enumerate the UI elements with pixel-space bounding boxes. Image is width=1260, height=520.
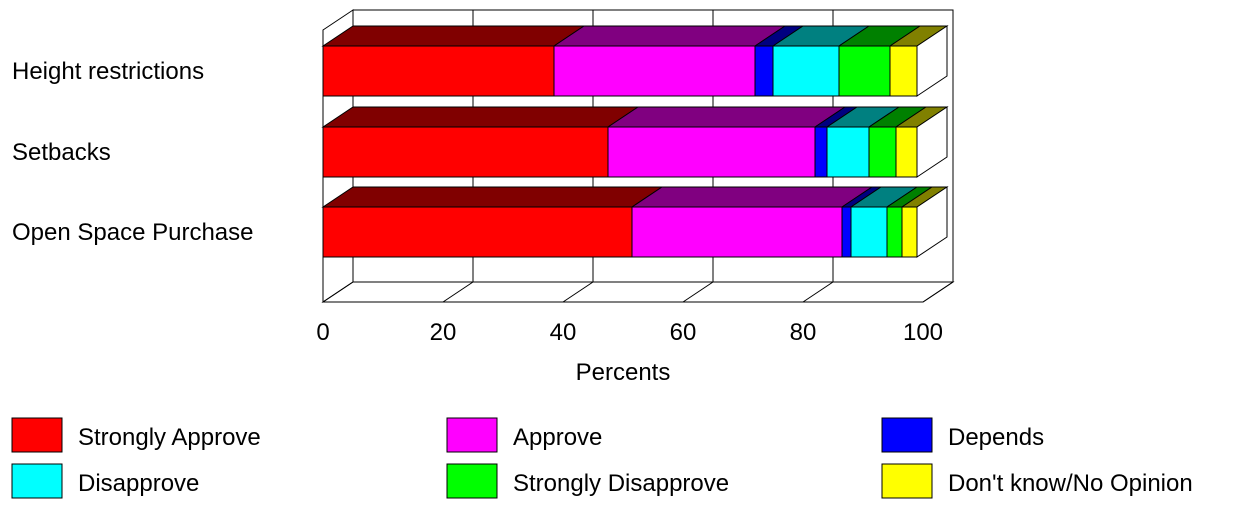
floor-gridline: [442, 281, 474, 303]
legend-label: Strongly Disapprove: [513, 470, 729, 497]
bar-segment: [607, 126, 816, 178]
floor: [321, 281, 955, 303]
bar-segment: [631, 206, 843, 258]
legend-swatch: [446, 417, 498, 453]
bar-segment-top: [321, 25, 586, 47]
legend-swatch: [11, 417, 63, 453]
bar-end-face: [916, 25, 948, 97]
legend-label: Depends: [948, 424, 1044, 451]
legend-item: Approve: [446, 417, 602, 453]
legend-item: Strongly Approve: [11, 417, 261, 453]
legend-item: Depends: [881, 417, 1044, 453]
legend-item: Don't know/No Opinion: [881, 463, 1193, 499]
floor-gridline: [682, 281, 714, 303]
bar-segment: [841, 206, 852, 258]
x-tick-label: 100: [903, 319, 943, 346]
bar-segment: [322, 45, 555, 97]
legend-item: Strongly Disapprove: [446, 463, 729, 499]
x-tick-label: 80: [790, 319, 817, 346]
bar-segment: [838, 45, 891, 97]
legend-swatch: [446, 463, 498, 499]
bar-segment: [895, 126, 918, 178]
floor-gridline: [562, 281, 594, 303]
x-axis-title: Percents: [576, 359, 671, 386]
bar-group: [321, 106, 949, 178]
x-tick-label: 60: [670, 319, 697, 346]
bar-group: [321, 25, 949, 97]
bar-segment: [850, 206, 888, 258]
x-tick-label: 0: [316, 319, 329, 346]
bar-segment: [322, 206, 633, 258]
legend: Strongly Approve Approve Depends Disapprove…: [11, 417, 1193, 499]
legend-label: Strongly Approve: [78, 424, 261, 451]
category-label: Open Space Purchase: [12, 219, 254, 246]
bar-segment: [772, 45, 840, 97]
category-labels: Height restrictions Setbacks Open Space Pu…: [12, 58, 254, 246]
bar-segment-top: [321, 106, 640, 128]
legend-label: Approve: [513, 424, 602, 451]
legend-swatch: [881, 417, 933, 453]
bar-segment-top: [606, 106, 847, 128]
bar-segment: [889, 45, 918, 97]
floor-gridline: [802, 281, 834, 303]
bar-end-face: [916, 186, 948, 258]
bar-segment: [814, 126, 828, 178]
x-axis: 0 20 40 60 80 100: [316, 319, 943, 346]
bar-segment: [826, 126, 870, 178]
x-tick-label: 40: [550, 319, 577, 346]
bar-segment-top: [630, 186, 874, 208]
bar-group: [321, 186, 949, 258]
legend-item: Disapprove: [11, 463, 199, 499]
bar-segment-top: [321, 186, 664, 208]
bar-segment: [886, 206, 903, 258]
legend-label: Don't know/No Opinion: [948, 470, 1193, 497]
bars: [321, 25, 949, 258]
x-tick-label: 20: [430, 319, 457, 346]
bar-segment: [553, 45, 756, 97]
legend-swatch: [11, 463, 63, 499]
category-label: Height restrictions: [12, 58, 204, 85]
floor-gridline: [922, 281, 954, 303]
bar-segment-top: [552, 25, 787, 47]
legend-label: Disapprove: [78, 470, 199, 497]
bar-segment: [868, 126, 897, 178]
bar-segment: [754, 45, 774, 97]
bar-segment: [901, 206, 918, 258]
category-label: Setbacks: [12, 139, 111, 166]
bar-segment: [322, 126, 609, 178]
bar-end-face: [916, 106, 948, 178]
legend-swatch: [881, 463, 933, 499]
floor-gridline: [322, 281, 354, 303]
